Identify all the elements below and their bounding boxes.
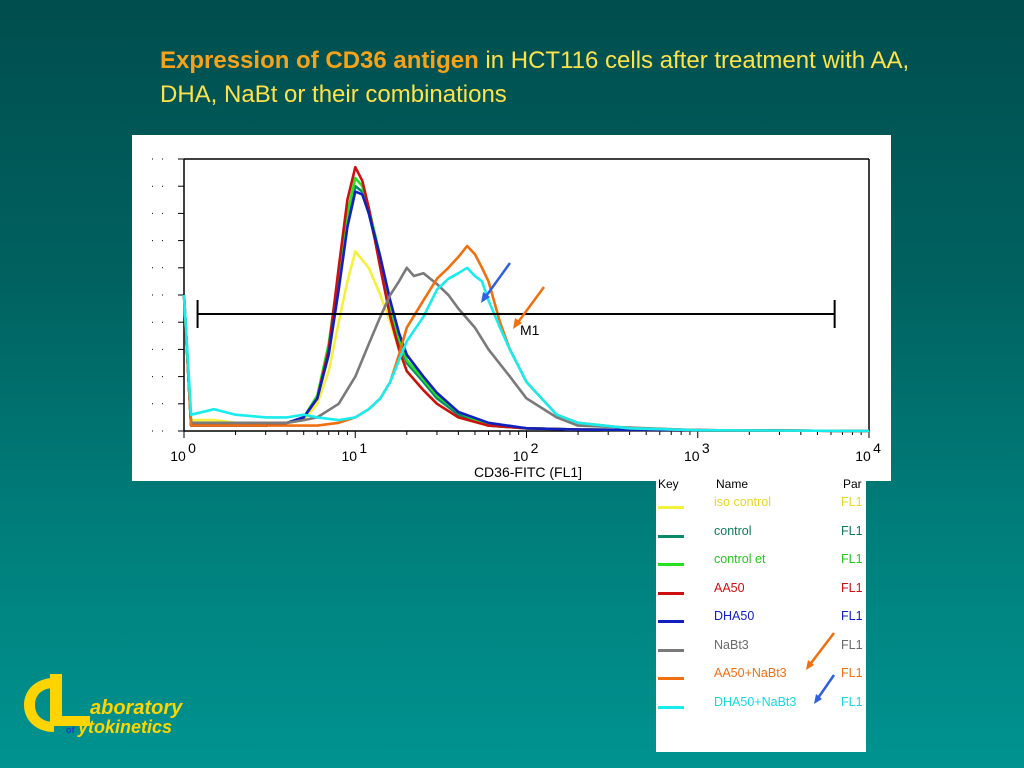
legend-panel: Key Name Par iso control FL1 control FL1 con… xyxy=(656,475,866,752)
series-line xyxy=(182,184,870,433)
legend-name: DHA50+NaBt3 xyxy=(714,694,797,709)
series-layer xyxy=(182,165,870,433)
orange-arrowhead xyxy=(806,660,814,670)
legend-swatch xyxy=(658,677,684,680)
legend-par: FL1 xyxy=(841,552,863,566)
orange-arrow xyxy=(807,632,835,668)
series-line xyxy=(182,244,870,433)
legend-swatch xyxy=(658,705,684,709)
x-tick-exponent: 2 xyxy=(531,440,539,456)
legend-par: FL1 xyxy=(841,637,863,652)
legend-name: control et xyxy=(714,552,766,566)
x-tick-exponent: 4 xyxy=(873,440,881,456)
slide-title-rest: in HCT116 cells after treatment with AA,… xyxy=(160,47,910,108)
logo-text-laboratory: aboratory xyxy=(90,697,183,719)
legend-name: DHA50 xyxy=(714,609,755,623)
legend-swatch xyxy=(658,648,684,652)
legend-swatch xyxy=(658,563,684,566)
lab-logo-mark: aboratory of ytokinetics xyxy=(24,674,183,737)
legend-row: control FL1 xyxy=(656,524,866,544)
legend-swatch xyxy=(658,506,684,509)
legend-row: iso control FL1 xyxy=(656,495,866,515)
legend-par: FL1 xyxy=(841,694,863,709)
x-tick-exponent: 1 xyxy=(359,440,367,456)
blue-arrowhead xyxy=(481,292,490,303)
series-line xyxy=(182,266,870,433)
tick-labels: 10 0 10 1 10 2 10 3 10 4 xyxy=(170,440,881,464)
legend-row: DHA50+NaBt3 FL1 xyxy=(656,695,866,715)
series-line xyxy=(182,165,870,433)
histogram-chart: M1 10 0 10 1 10 2 10 3 10 4 CD36-FITC (FL1] xyxy=(152,158,881,480)
blue-arrowhead xyxy=(814,694,822,704)
series-line xyxy=(182,250,870,433)
legend-par: FL1 xyxy=(841,495,863,509)
logo-text-of: of xyxy=(66,725,75,735)
logo-c-shape xyxy=(24,678,54,732)
x-tick-exponent: 0 xyxy=(188,440,196,456)
legend-name: iso control xyxy=(714,495,771,509)
legend-row: DHA50 FL1 xyxy=(656,609,866,629)
legend-header-name: Name xyxy=(716,477,749,491)
marker-m1-label: M1 xyxy=(520,322,540,338)
series-line xyxy=(182,266,870,433)
legend-swatch xyxy=(658,620,684,623)
lab-logo: aboratory of ytokinetics xyxy=(20,672,220,742)
legend-swatch xyxy=(658,534,684,538)
histogram-panel: M1 10 0 10 1 10 2 10 3 10 4 CD36-FITC (FL1] xyxy=(132,135,891,481)
legend-par: FL1 xyxy=(841,580,863,595)
logo-l-shape xyxy=(50,674,90,726)
legend-name: AA50 xyxy=(714,580,745,595)
marker-layer: M1 xyxy=(196,300,836,338)
legend-arrows xyxy=(806,632,836,704)
legend-row: AA50+NaBt3 FL1 xyxy=(656,666,866,686)
x-tick-exponent: 3 xyxy=(702,440,710,456)
legend-par: FL1 xyxy=(841,609,863,623)
x-tick-label: 10 xyxy=(341,448,357,464)
logo-text-cytokinetics: ytokinetics xyxy=(77,717,172,737)
legend-header-key: Key xyxy=(658,477,679,491)
x-axis-label: CD36-FITC (FL1] xyxy=(474,464,582,480)
slide-title-bold: Expression of CD36 antigen xyxy=(160,47,479,74)
legend-row: AA50 FL1 xyxy=(656,581,866,601)
x-tick-label: 10 xyxy=(684,448,700,464)
orange-arrowhead xyxy=(513,318,522,329)
x-tick-label: 10 xyxy=(513,448,529,464)
legend-row: NaBt3 FL1 xyxy=(656,638,866,658)
legend-row: control et FL1 xyxy=(656,552,866,572)
legend-par: FL1 xyxy=(841,523,863,538)
arrow-layer xyxy=(481,262,546,329)
legend-name: NaBt3 xyxy=(714,637,749,652)
plot-axes xyxy=(152,158,870,438)
slide-title: Expression of CD36 antigen in HCT116 cel… xyxy=(160,44,920,112)
legend-name: control xyxy=(714,523,752,538)
x-tick-label: 10 xyxy=(855,448,871,464)
legend-name: AA50+NaBt3 xyxy=(714,666,787,680)
series-line xyxy=(182,176,870,433)
blue-arrow xyxy=(482,262,512,300)
legend-swatch xyxy=(658,591,684,595)
x-tick-label: 10 xyxy=(170,448,186,464)
legend-header-par: Par xyxy=(843,477,862,491)
legend-par: FL1 xyxy=(841,666,863,680)
orange-arrow xyxy=(514,286,546,326)
